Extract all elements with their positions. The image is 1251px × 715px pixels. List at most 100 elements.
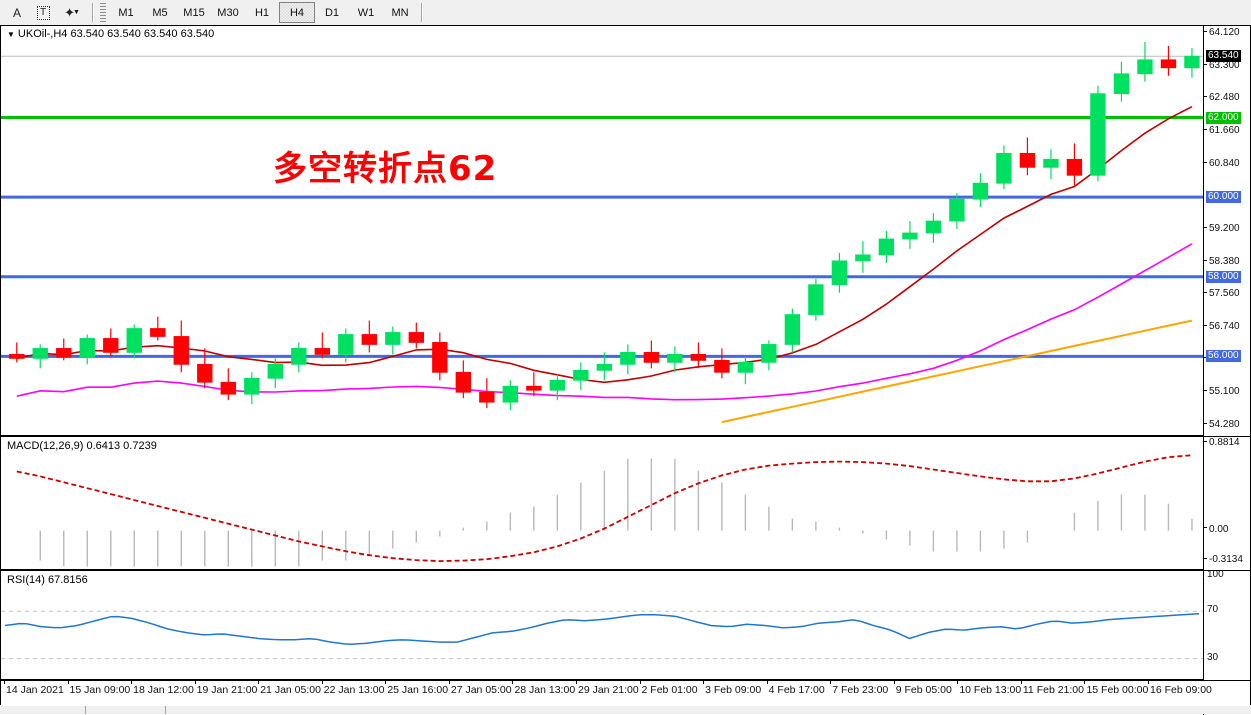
candle xyxy=(291,342,307,373)
candle xyxy=(549,374,566,401)
candle-body xyxy=(831,260,848,286)
timeframe-m1[interactable]: M1 xyxy=(109,3,143,22)
candle-body xyxy=(573,369,589,381)
timeframe-w1[interactable]: W1 xyxy=(349,3,383,22)
candle xyxy=(79,334,95,365)
candle-body xyxy=(620,352,636,365)
timeframe-w1-label: W1 xyxy=(357,6,375,19)
macd-pane[interactable]: MACD(12,26,9) 0.6413 0.7239 xyxy=(1,436,1203,570)
macd-pane-label: MACD(12,26,9) 0.6413 0.7239 xyxy=(7,440,157,452)
chart-text-annotation[interactable]: 多空转折点62 xyxy=(273,149,498,189)
level-tag-58[interactable]: 58.000 xyxy=(1206,270,1241,283)
candle xyxy=(1066,143,1083,186)
candle xyxy=(126,324,142,359)
candle-body xyxy=(996,152,1012,184)
timeframe-mn[interactable]: MN xyxy=(383,3,417,22)
rsi-pane[interactable]: RSI(14) 67.8156 xyxy=(1,570,1203,680)
macd-tick--0.3134: -0.3134 xyxy=(1204,555,1243,565)
time-label-2: 18 Jan 12:00 xyxy=(133,684,194,696)
current-price-tag[interactable]: 63.540 xyxy=(1206,50,1241,63)
status-bar xyxy=(0,705,1251,714)
time-label-16: 11 Feb 21:00 xyxy=(1022,684,1084,696)
candle-body xyxy=(643,352,660,363)
time-label-10: 2 Feb 01:00 xyxy=(641,684,698,696)
price-tick-64.120-text: 64.120 xyxy=(1209,27,1240,39)
level-tag-60[interactable]: 60.000 xyxy=(1206,191,1241,204)
timeframe-m30[interactable]: M30 xyxy=(211,3,245,22)
candle-body xyxy=(103,338,119,353)
toolbar-drag-handle[interactable] xyxy=(100,3,106,22)
timeframe-mn-label: MN xyxy=(391,6,409,19)
timeframe-d1[interactable]: D1 xyxy=(315,3,349,22)
timeframe-m1-label: M1 xyxy=(118,6,134,19)
candle xyxy=(737,356,754,385)
price-tick-61.660-text: 61.660 xyxy=(1209,125,1240,137)
candle-body xyxy=(220,381,236,395)
candle-body xyxy=(9,353,25,359)
text-label-tool-icon[interactable]: T xyxy=(31,2,55,23)
level-tag-56[interactable]: 56.000 xyxy=(1206,350,1241,363)
candle xyxy=(9,342,25,363)
scale-divider-2 xyxy=(1204,680,1251,681)
objects-tool-icon[interactable]: ✦ ▼ xyxy=(57,2,87,23)
price-tick-58.380: 58.380 xyxy=(1204,255,1240,267)
candle xyxy=(996,145,1012,190)
candle-body xyxy=(949,198,965,222)
candle-body xyxy=(479,391,495,403)
price-pane[interactable]: ▼ UKOil-,H4 63.540 63.540 63.540 63.540 xyxy=(1,26,1203,436)
timeframe-m15-label: M15 xyxy=(183,6,205,19)
macd-tick-0.00-text: 0.00 xyxy=(1209,523,1229,535)
price-scale[interactable]: 64.120 63.300 62.480 61.660 60.840 59.200 58.3… xyxy=(1203,26,1251,715)
time-tick-mark xyxy=(512,681,514,684)
candle-body xyxy=(197,363,213,383)
price-tick-58.380-text: 58.380 xyxy=(1209,255,1240,267)
candle-body xyxy=(338,334,354,355)
time-tick-mark xyxy=(1084,681,1086,684)
price-chart-svg xyxy=(1,41,1203,424)
time-label-3: 19 Jan 21:00 xyxy=(196,684,258,696)
candle-body xyxy=(173,336,189,365)
price-pane-label: ▼ UKOil-,H4 63.540 63.540 63.540 63.540 xyxy=(7,28,214,40)
candle-body xyxy=(244,377,260,395)
price-tick-63.300-text: 63.300 xyxy=(1209,59,1240,71)
candle xyxy=(1184,47,1200,78)
time-tick-mark xyxy=(131,681,133,684)
candle-body xyxy=(1160,59,1177,69)
candle-body xyxy=(79,338,95,358)
candle-body xyxy=(714,359,730,373)
scale-divider-0 xyxy=(1204,436,1251,437)
candle xyxy=(479,378,495,409)
candle xyxy=(408,322,425,349)
timeframe-h1[interactable]: H1 xyxy=(245,3,279,22)
ma-line-c00000 xyxy=(16,105,1193,384)
time-tick-mark xyxy=(957,681,959,684)
candle xyxy=(1160,45,1177,76)
candle-body xyxy=(808,284,824,315)
rsi-tick-100: 100 xyxy=(1207,568,1224,580)
text-tool-A-glyph: A xyxy=(12,5,21,20)
text-tool-A-icon[interactable]: A xyxy=(5,2,29,23)
level-tag-62[interactable]: 62.000 xyxy=(1206,111,1241,124)
price-tick-62.480: 62.480 xyxy=(1204,93,1240,103)
candle-body xyxy=(761,344,777,363)
candle-body xyxy=(408,332,425,343)
candle xyxy=(573,362,589,391)
timeframe-h4[interactable]: H4 xyxy=(279,2,315,23)
candle xyxy=(197,348,213,389)
time-axis[interactable]: 14 Jan 2021 15 Jan 09:00 18 Jan 12:00 19 Ja… xyxy=(1,680,1212,714)
time-label-6: 25 Jan 16:00 xyxy=(387,684,449,696)
dropdown-arrow-icon[interactable]: ▼ xyxy=(72,9,80,16)
candle-body xyxy=(291,348,307,365)
collapse-caret-icon[interactable]: ▼ xyxy=(7,30,15,39)
time-label-12: 4 Feb 17:00 xyxy=(768,684,825,696)
rsi-tick-70: 70 xyxy=(1207,604,1219,616)
rsi-chart-svg xyxy=(1,610,1203,660)
candle-body xyxy=(1090,93,1106,176)
time-tick-mark xyxy=(576,681,577,684)
time-tick-mark xyxy=(448,681,450,684)
rsi-pane-label-text: RSI(14) 67.8156 xyxy=(7,574,88,586)
timeframe-m15[interactable]: M15 xyxy=(177,3,211,22)
chart-frame: ▼ UKOil-,H4 63.540 63.540 63.540 63.540 M… xyxy=(0,25,1251,715)
timeframe-m5[interactable]: M5 xyxy=(143,3,177,22)
